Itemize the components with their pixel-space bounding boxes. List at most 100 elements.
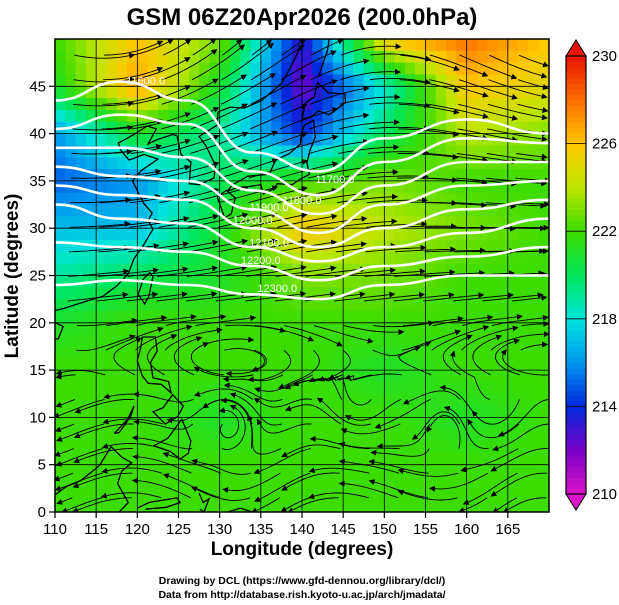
heat-cell xyxy=(96,476,108,489)
heat-cell xyxy=(229,86,241,99)
heat-cell xyxy=(374,429,385,442)
heat-cell xyxy=(363,145,375,158)
heat-cell xyxy=(497,251,509,265)
heat-cell xyxy=(302,192,313,206)
streamline xyxy=(309,85,370,105)
heat-cell xyxy=(343,251,355,265)
heat-cell xyxy=(363,228,375,241)
heat-cell xyxy=(456,216,468,229)
heat-cell xyxy=(384,393,396,407)
heat-cell xyxy=(96,299,108,312)
heat-cell xyxy=(528,263,540,277)
heat-cell xyxy=(332,74,344,87)
heat-cell xyxy=(476,299,488,312)
heat-cell xyxy=(147,98,159,111)
heat-cell xyxy=(55,299,66,312)
heat-cell xyxy=(507,74,519,87)
heat-cell xyxy=(487,169,499,182)
heat-cell xyxy=(147,441,159,454)
heat-cell xyxy=(394,109,406,123)
colorbar-segment xyxy=(566,483,586,490)
heat-cell xyxy=(404,192,416,206)
heat-cell xyxy=(538,180,549,194)
heat-cell xyxy=(497,334,509,348)
heat-cell xyxy=(497,287,509,300)
heat-cell xyxy=(199,109,210,123)
heat-cell xyxy=(271,441,283,454)
heat-cell xyxy=(312,405,324,418)
heat-cell xyxy=(96,133,108,147)
heat-cell xyxy=(507,169,519,182)
heat-cell xyxy=(456,251,468,265)
heat-cell xyxy=(528,322,540,336)
heat-cell xyxy=(127,346,138,359)
streamline xyxy=(370,448,430,457)
heat-cell xyxy=(188,358,200,371)
y-tick-label: 30 xyxy=(29,220,46,237)
streamline xyxy=(336,218,398,228)
heat-cell xyxy=(271,417,283,430)
colorbar-segment xyxy=(566,225,586,232)
heat-cell xyxy=(374,417,385,430)
heat-cell xyxy=(456,405,468,418)
heat-cell xyxy=(291,381,303,395)
coastline-sulawesi-north xyxy=(137,497,182,510)
heat-cell xyxy=(507,145,519,158)
heat-cell xyxy=(178,169,190,182)
heat-cell xyxy=(209,192,221,206)
heat-cell xyxy=(456,417,468,430)
heat-cell xyxy=(116,452,128,466)
heat-cell xyxy=(374,299,385,312)
heat-cell xyxy=(291,287,303,300)
heat-cell xyxy=(322,358,334,371)
heat-cell xyxy=(374,169,385,182)
heat-cell xyxy=(497,39,509,52)
heat-cell xyxy=(106,251,118,265)
credit-data: Data from http://database.rish.kyoto-u.a… xyxy=(158,589,445,601)
heat-cell xyxy=(168,488,180,501)
heat-cell xyxy=(322,145,334,158)
heat-cell xyxy=(271,62,283,76)
heat-cell xyxy=(75,62,87,76)
heat-cell xyxy=(137,74,149,87)
streamline xyxy=(67,291,129,302)
heat-cell xyxy=(229,169,241,182)
heat-cell xyxy=(332,145,344,158)
heat-cell xyxy=(538,216,549,229)
heat-cell xyxy=(538,50,549,64)
heat-cell xyxy=(219,157,231,170)
coastline-taiwan xyxy=(137,271,154,306)
streamline xyxy=(223,382,283,402)
heat-cell xyxy=(157,240,169,253)
x-tick-label: 165 xyxy=(495,521,520,538)
heat-cell xyxy=(446,192,457,206)
heat-cell xyxy=(487,228,499,241)
heat-cell xyxy=(538,74,549,87)
heat-cell xyxy=(137,500,149,512)
heat-cell xyxy=(219,381,231,395)
streamline xyxy=(456,153,518,165)
heat-cell xyxy=(322,310,334,324)
heat-cell xyxy=(65,500,77,512)
streamline xyxy=(397,468,459,477)
heat-cell xyxy=(476,157,488,170)
streamline xyxy=(135,324,193,351)
colorbar-segment xyxy=(566,406,586,413)
heat-cell xyxy=(106,334,118,348)
heat-cell xyxy=(332,500,344,512)
heat-cell xyxy=(343,346,355,359)
streamline xyxy=(192,39,217,56)
heat-cell xyxy=(518,310,530,324)
heat-cell xyxy=(456,370,468,383)
streamline xyxy=(316,397,371,426)
heat-cell xyxy=(302,476,313,489)
heat-cell xyxy=(374,381,385,395)
heat-cell xyxy=(219,216,231,229)
heat-cell xyxy=(476,74,488,87)
heat-cell xyxy=(425,121,437,135)
heat-cell xyxy=(291,216,303,229)
heat-cell xyxy=(425,251,437,265)
heat-cell xyxy=(199,145,210,158)
heat-cell xyxy=(229,322,241,336)
heat-cell xyxy=(425,405,437,418)
